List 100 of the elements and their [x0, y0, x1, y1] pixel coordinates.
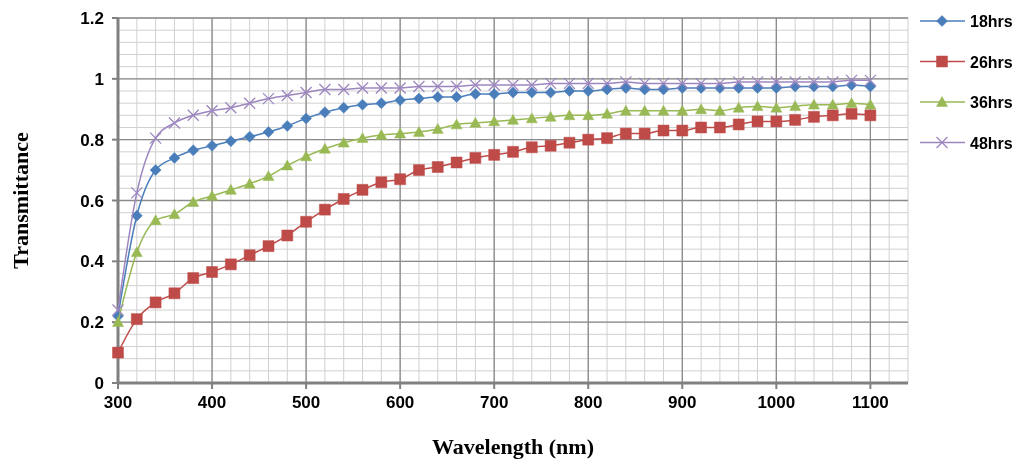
- point: [751, 100, 764, 111]
- point: [375, 176, 388, 188]
- point: [187, 272, 199, 284]
- point: [413, 92, 425, 105]
- point: [112, 316, 124, 327]
- point: [525, 78, 538, 92]
- point: [620, 127, 632, 140]
- point: [676, 105, 689, 116]
- point: [432, 161, 444, 173]
- point: [281, 89, 294, 102]
- point: [488, 78, 501, 92]
- y-tick-label: 1.2: [80, 9, 104, 28]
- point: [224, 101, 238, 114]
- point: [788, 75, 802, 89]
- point: [694, 77, 708, 90]
- point: [413, 164, 425, 176]
- point: [582, 77, 595, 90]
- point: [187, 144, 199, 157]
- point: [319, 106, 331, 119]
- point: [563, 77, 576, 90]
- point: [638, 83, 651, 96]
- point: [149, 214, 162, 225]
- point: [225, 135, 237, 147]
- x-tick-label: 500: [291, 393, 321, 412]
- point: [638, 127, 651, 140]
- point: [808, 98, 820, 110]
- point: [695, 103, 707, 114]
- point: [149, 164, 162, 176]
- point: [131, 313, 143, 325]
- x-tick-label: 800: [574, 393, 603, 412]
- point: [827, 98, 839, 110]
- point: [657, 77, 670, 90]
- point: [751, 75, 764, 89]
- point: [770, 115, 783, 128]
- point: [130, 186, 143, 200]
- point: [243, 249, 256, 261]
- point: [431, 80, 444, 93]
- point: [864, 80, 877, 93]
- point: [112, 346, 124, 359]
- point: [413, 126, 425, 137]
- point: [751, 115, 764, 128]
- point: [864, 109, 877, 122]
- point: [319, 203, 331, 216]
- point: [262, 240, 275, 252]
- y-tick-label: 0.4: [80, 252, 105, 272]
- point: [469, 152, 482, 164]
- point: [300, 112, 312, 125]
- point: [262, 126, 275, 138]
- point: [337, 101, 350, 114]
- point: [507, 86, 519, 99]
- point: [676, 124, 689, 137]
- point: [450, 118, 463, 130]
- point: [375, 97, 388, 109]
- point: [619, 75, 633, 89]
- point: [713, 77, 727, 90]
- point: [168, 287, 181, 300]
- point: [826, 75, 839, 89]
- point: [450, 91, 463, 103]
- point: [601, 108, 613, 119]
- point: [394, 173, 406, 185]
- point: [262, 92, 275, 105]
- point: [432, 123, 444, 134]
- y-tick-label: 1: [94, 69, 104, 89]
- point: [318, 83, 332, 96]
- y-tick-label: 0.8: [80, 130, 104, 150]
- legend-label: 26hrs: [970, 53, 1013, 71]
- point: [168, 152, 181, 164]
- legend-label: 18hrs: [970, 13, 1013, 30]
- point: [131, 209, 143, 222]
- point: [657, 105, 670, 116]
- point: [732, 118, 745, 131]
- y-tick-label: 0: [94, 374, 104, 393]
- point: [375, 81, 388, 95]
- point: [714, 105, 726, 116]
- point: [356, 184, 369, 196]
- point: [770, 101, 783, 113]
- point: [356, 81, 369, 95]
- point: [131, 246, 143, 257]
- point: [299, 86, 313, 99]
- x-axis-title: Wavelength (nm): [432, 434, 594, 459]
- point: [845, 97, 858, 108]
- point: [319, 143, 331, 154]
- x-tick-label: 400: [197, 393, 227, 412]
- point: [506, 78, 520, 92]
- point: [300, 150, 312, 162]
- point: [582, 109, 594, 120]
- point: [657, 124, 670, 137]
- point: [544, 140, 557, 152]
- point: [526, 112, 538, 124]
- point: [412, 80, 426, 93]
- point: [205, 104, 219, 117]
- point: [337, 136, 350, 148]
- point: [845, 74, 858, 87]
- point: [864, 98, 877, 110]
- point: [206, 266, 218, 278]
- point: [281, 120, 294, 132]
- point: [582, 85, 594, 97]
- point: [394, 94, 406, 106]
- point: [695, 121, 707, 134]
- legend-label: 36hrs: [970, 94, 1013, 111]
